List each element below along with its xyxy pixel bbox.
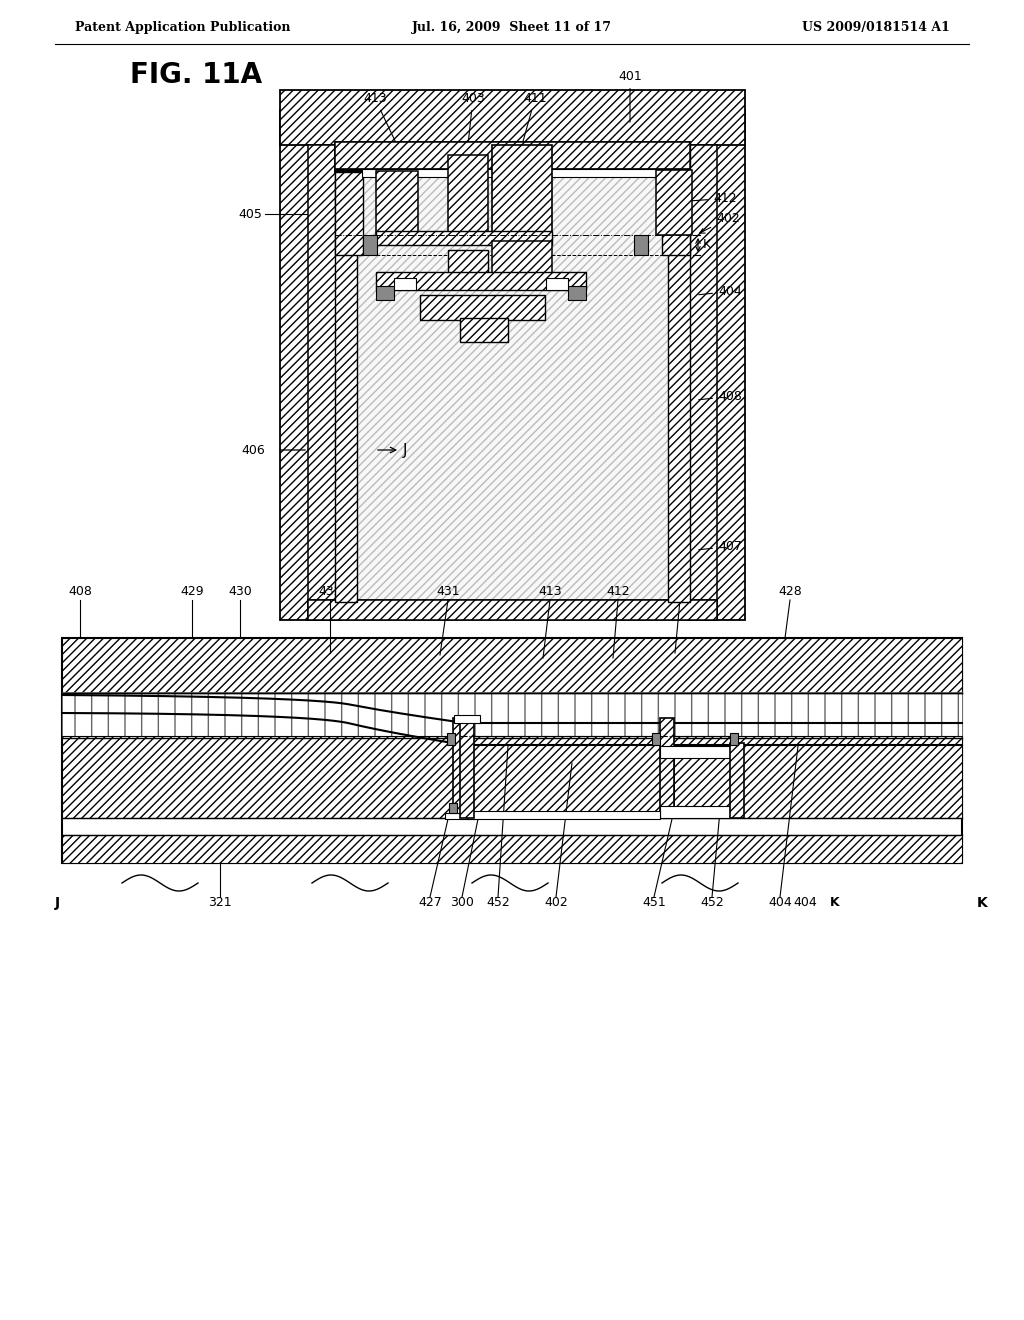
Text: 431: 431 — [436, 585, 460, 598]
Text: 408: 408 — [698, 389, 741, 403]
Bar — [660, 718, 674, 818]
Bar — [668, 143, 690, 602]
Bar — [460, 318, 508, 342]
Bar — [685, 145, 717, 620]
Text: 430: 430 — [228, 585, 252, 598]
Bar — [308, 145, 340, 620]
Bar — [62, 692, 962, 738]
Bar — [460, 718, 474, 818]
Bar — [62, 836, 962, 863]
Text: 404: 404 — [698, 285, 741, 298]
Text: J: J — [54, 896, 59, 909]
Text: 413: 413 — [364, 92, 396, 143]
Bar — [62, 737, 962, 818]
Bar — [492, 242, 552, 285]
Bar — [335, 172, 362, 255]
Bar — [376, 286, 394, 300]
Bar — [662, 172, 690, 255]
Text: 413: 413 — [539, 585, 562, 598]
Text: 411: 411 — [522, 92, 547, 143]
Text: Patent Application Publication: Patent Application Publication — [75, 21, 291, 33]
Text: 404: 404 — [768, 896, 792, 909]
Bar — [467, 810, 660, 818]
Text: 402: 402 — [699, 213, 739, 234]
Text: 407: 407 — [668, 585, 692, 598]
Bar — [280, 110, 335, 620]
Text: 401: 401 — [618, 70, 642, 123]
Bar — [376, 231, 552, 246]
Text: Jul. 16, 2009  Sheet 11 of 17: Jul. 16, 2009 Sheet 11 of 17 — [412, 21, 612, 33]
Bar — [674, 756, 730, 807]
Bar — [308, 601, 717, 620]
Text: 432: 432 — [318, 585, 342, 598]
Bar — [335, 143, 357, 602]
Bar — [394, 279, 416, 290]
Bar — [674, 756, 730, 807]
Text: 405: 405 — [239, 207, 262, 220]
Bar — [454, 715, 480, 723]
Bar — [335, 143, 690, 172]
Bar — [660, 746, 730, 758]
Bar — [730, 733, 738, 744]
Bar — [568, 286, 586, 300]
Text: 412: 412 — [606, 585, 630, 598]
Bar — [453, 718, 467, 818]
Text: 412: 412 — [677, 191, 736, 205]
Bar — [656, 170, 692, 235]
Bar — [335, 143, 690, 172]
Bar — [445, 813, 475, 818]
Text: 404: 404 — [794, 896, 817, 909]
Text: 452: 452 — [486, 896, 510, 909]
Bar — [362, 235, 377, 255]
Bar — [62, 638, 962, 863]
Text: US 2009/0181514 A1: US 2009/0181514 A1 — [802, 21, 950, 33]
Text: 428: 428 — [778, 585, 802, 598]
Text: K: K — [830, 896, 840, 909]
Bar — [660, 807, 730, 818]
Bar — [449, 154, 488, 235]
Bar — [546, 279, 568, 290]
Bar — [280, 90, 745, 145]
Text: 452: 452 — [700, 896, 724, 909]
Text: 408: 408 — [68, 585, 92, 598]
Text: 402: 402 — [544, 896, 568, 909]
Text: FIG. 11B: FIG. 11B — [130, 636, 262, 664]
Bar — [357, 147, 668, 602]
Text: 407: 407 — [698, 540, 741, 553]
Bar — [449, 803, 457, 813]
Bar — [362, 169, 664, 177]
Text: J: J — [403, 442, 408, 458]
Text: 300: 300 — [451, 896, 474, 909]
Text: 427: 427 — [418, 896, 442, 909]
Bar — [652, 733, 660, 744]
Text: K: K — [703, 239, 711, 252]
Bar — [376, 272, 586, 290]
Text: FIG. 11A: FIG. 11A — [130, 61, 262, 88]
Bar — [690, 110, 745, 620]
Bar — [357, 147, 668, 602]
Bar — [335, 168, 690, 172]
Text: 451: 451 — [642, 896, 666, 909]
Text: 321: 321 — [208, 896, 231, 909]
Bar — [492, 145, 552, 246]
Text: K: K — [977, 896, 987, 909]
Bar — [634, 235, 648, 255]
Bar — [447, 733, 455, 744]
Bar — [449, 249, 488, 280]
Bar — [730, 743, 744, 818]
Text: 406: 406 — [242, 444, 265, 457]
Bar — [308, 601, 717, 620]
Text: 429: 429 — [180, 585, 204, 598]
Text: 403: 403 — [461, 92, 485, 143]
Bar — [420, 294, 545, 319]
Bar — [376, 172, 418, 235]
Bar — [62, 638, 962, 693]
